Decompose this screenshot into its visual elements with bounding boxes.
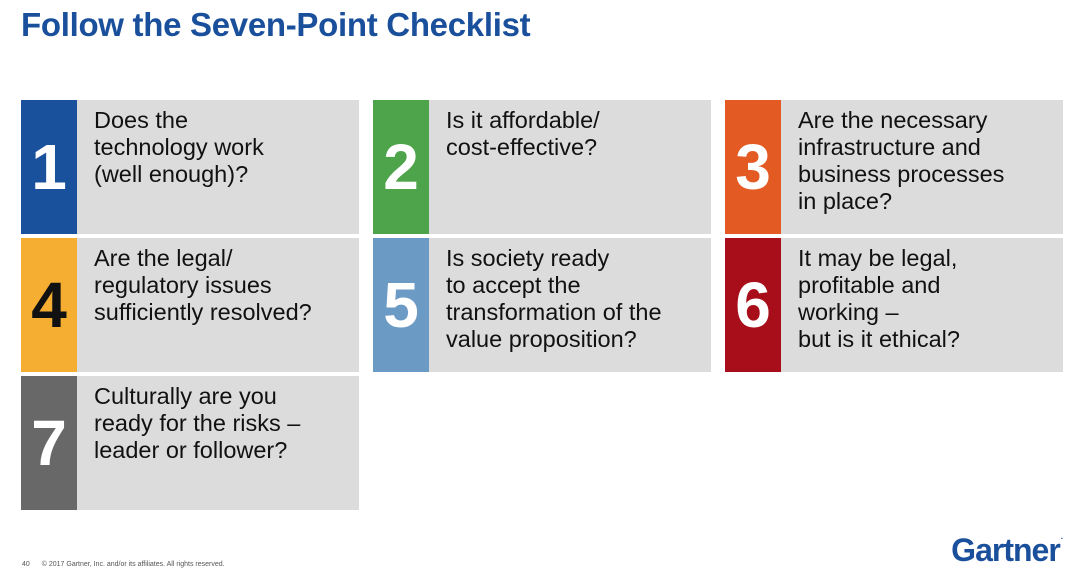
card-text-line: value proposition? [446,326,637,352]
card-text: Does the technology work (well enough)? [77,100,359,234]
card-text-line: in place? [798,188,893,214]
checklist-card-3: 3 Are the necessary infrastructure and b… [725,100,1063,234]
card-text-line: leader or follower? [94,437,288,463]
logo-mark: . [1060,532,1063,541]
card-text-line: regulatory issues [94,272,272,298]
card-text-line: transformation of the [446,299,662,325]
card-text-line: working – [798,299,899,325]
checklist-card-5: 5 Is society ready to accept the transfo… [373,238,711,372]
card-text-line: Does the [94,107,189,133]
card-text-line: ready for the risks – [94,410,301,436]
logo-wordmark: Gartner [951,532,1061,568]
card-text: Culturally are you ready for the risks –… [77,376,359,510]
slide-footer: 40 © 2017 Gartner, Inc. and/or its affil… [22,561,225,568]
checklist-card-2: 2 Is it affordable/ cost-effective? [373,100,711,234]
page-number: 40 [22,561,30,568]
card-text-line: Is society ready [446,245,610,271]
card-text: It may be legal, profitable and working … [781,238,1063,372]
card-number: 1 [21,100,77,234]
card-number: 2 [373,100,429,234]
card-number: 4 [21,238,77,372]
card-text: Is society ready to accept the transform… [429,238,711,372]
card-number: 5 [373,238,429,372]
checklist-card-7: 7 Culturally are you ready for the risks… [21,376,359,510]
copyright-notice: © 2017 Gartner, Inc. and/or its affiliat… [41,561,225,568]
card-number: 3 [725,100,781,234]
card-number: 6 [725,238,781,372]
card-text-line: infrastructure and [798,134,981,160]
card-text-line: cost-effective? [446,134,598,160]
card-text-line: Are the legal/ [94,245,233,271]
slide-title: Follow the Seven-Point Checklist [21,6,531,43]
checklist-card-4: 4 Are the legal/ regulatory issues suffi… [21,238,359,372]
card-text-line: profitable and [798,272,941,298]
gartner-logo: Gartner. [951,532,1063,569]
card-number: 7 [21,376,77,510]
card-text-line: Are the necessary [798,107,988,133]
checklist-card-1: 1 Does the technology work (well enough)… [21,100,359,234]
card-text-line: sufficiently resolved? [94,299,312,325]
card-text-line: It may be legal, [798,245,958,271]
checklist-card-6: 6 It may be legal, profitable and workin… [725,238,1063,372]
card-text-line: but is it ethical? [798,326,960,352]
card-text-line: to accept the [446,272,581,298]
card-text: Are the legal/ regulatory issues suffici… [77,238,359,372]
card-text-line: business processes [798,161,1005,187]
card-text: Are the necessary infrastructure and bus… [781,100,1063,234]
card-text: Is it affordable/ cost-effective? [429,100,711,234]
card-text-line: Culturally are you [94,383,277,409]
card-text-line: (well enough)? [94,161,249,187]
card-text-line: Is it affordable/ [446,107,600,133]
card-text-line: technology work [94,134,264,160]
